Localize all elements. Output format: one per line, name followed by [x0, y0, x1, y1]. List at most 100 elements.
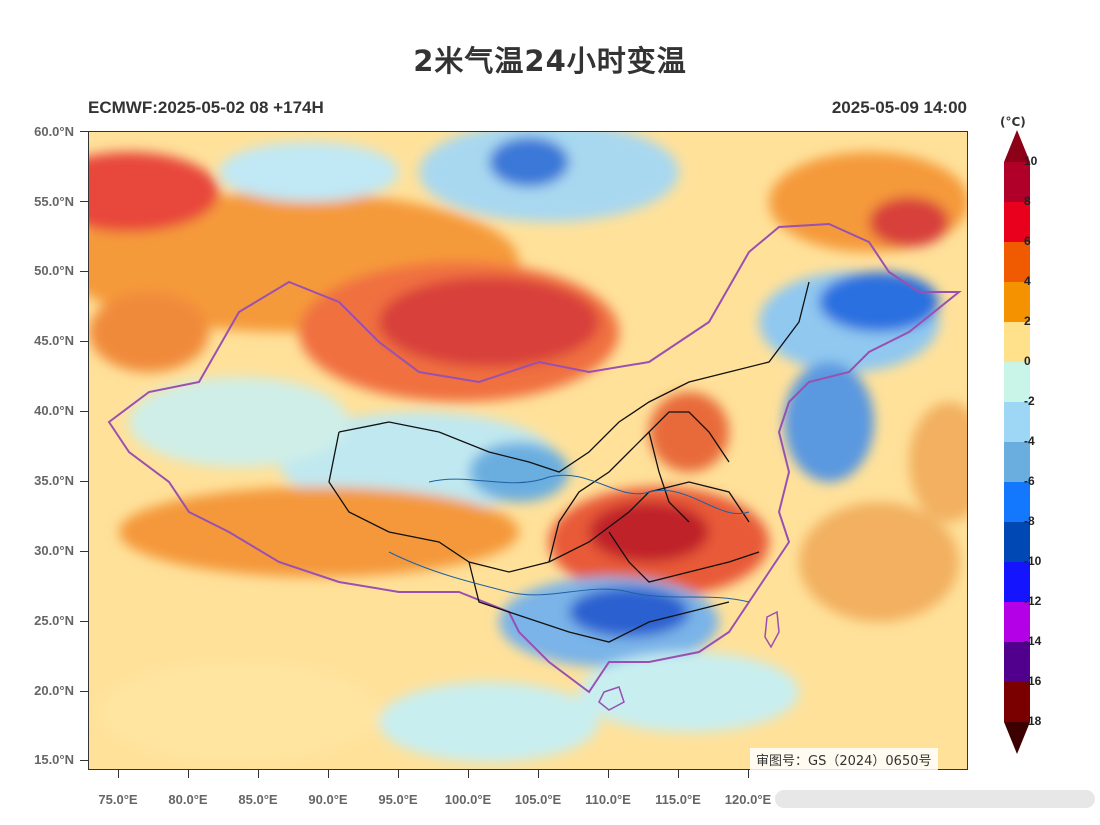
lon-tick — [468, 770, 469, 778]
hainan-outline — [598, 686, 625, 711]
lat-label-60: 60.0°N — [34, 124, 74, 139]
lat-label-30: 30.0°N — [34, 543, 74, 558]
colorbar-tick-label: -4 — [1024, 434, 1035, 448]
lon-label-90: 90.0°E — [308, 792, 348, 807]
colorbar-bottom-cap — [1004, 722, 1030, 754]
warm-region — [799, 502, 959, 622]
colorbar-segment — [1004, 522, 1030, 562]
cool-region — [379, 682, 599, 762]
lon-tick — [258, 770, 259, 778]
map-review-number: 审图号：GS（2024）0650号 — [750, 748, 938, 771]
lat-label-25: 25.0°N — [34, 613, 74, 628]
lat-label-15: 15.0°N — [34, 752, 74, 767]
warm-region — [909, 402, 967, 522]
cool-region — [469, 442, 569, 502]
lat-label-50: 50.0°N — [34, 263, 74, 278]
lat-tick — [80, 341, 88, 342]
lon-tick — [608, 770, 609, 778]
lon-label-110: 110.0°E — [585, 792, 631, 807]
province-borders — [328, 281, 810, 643]
colorbar-segment — [1004, 642, 1030, 682]
lon-tick — [678, 770, 679, 778]
cool-region — [579, 652, 799, 732]
lat-tick — [80, 760, 88, 761]
temperature-change-map — [88, 131, 968, 770]
warm-region — [119, 487, 519, 577]
colorbar-tick-label: -6 — [1024, 474, 1035, 488]
model-run-label: ECMWF:2025-05-02 08 +174H — [88, 98, 324, 117]
colorbar-segment — [1004, 322, 1030, 362]
colorbar-tick-label: -12 — [1024, 594, 1042, 608]
colorbar-segment — [1004, 442, 1030, 482]
cold-core — [819, 272, 939, 332]
lat-tick — [80, 621, 88, 622]
lon-label-85: 85.0°E — [238, 792, 278, 807]
colorbar-segment — [1004, 162, 1030, 202]
lat-tick — [80, 691, 88, 692]
colorbar-tick-label: 10 — [1024, 154, 1038, 168]
colorbar-tick-label: -16 — [1024, 674, 1042, 688]
cool-region — [129, 377, 349, 467]
colorbar-segment — [1004, 282, 1030, 322]
lat-label-20: 20.0°N — [34, 683, 74, 698]
colorbar-tick-label: 6 — [1024, 234, 1031, 248]
hot-core — [589, 502, 709, 562]
taiwan-outline — [764, 610, 780, 649]
lat-tick — [80, 201, 88, 202]
colorbar — [1004, 130, 1030, 754]
warm-region — [89, 152, 219, 232]
lon-label-100: 100.0°E — [444, 792, 492, 807]
colorbar-segment — [1004, 242, 1030, 282]
colorbar-segment — [1004, 362, 1030, 402]
lat-tick — [80, 481, 88, 482]
lat-tick — [80, 271, 88, 272]
lat-label-35: 35.0°N — [34, 473, 74, 488]
colorbar-segment — [1004, 562, 1030, 602]
colorbar-tick-label: -14 — [1024, 634, 1042, 648]
valid-time-label: 2025-05-09 14:00 — [831, 98, 967, 117]
colorbar-tick-label: 8 — [1024, 194, 1031, 208]
lon-tick — [328, 770, 329, 778]
lon-tick — [398, 770, 399, 778]
lat-tick — [80, 411, 88, 412]
lon-tick — [538, 770, 539, 778]
cool-region — [219, 142, 399, 202]
colorbar-tick-label: 0 — [1024, 354, 1031, 368]
lat-label-40: 40.0°N — [34, 403, 74, 418]
river-lines — [388, 474, 750, 603]
colorbar-unit: (°C) — [1000, 115, 1026, 129]
lon-label-80: 80.0°E — [168, 792, 208, 807]
colorbar-segment — [1004, 482, 1030, 522]
colorbar-segment — [1004, 602, 1030, 642]
cold-core — [489, 137, 569, 187]
watermark — [775, 790, 1095, 808]
warm-region — [89, 292, 209, 372]
neutral-region — [99, 662, 379, 762]
hot-core — [379, 277, 599, 367]
cold-core — [569, 587, 689, 637]
colorbar-segment — [1004, 202, 1030, 242]
lat-tick — [80, 131, 88, 132]
lat-label-45: 45.0°N — [34, 333, 74, 348]
lon-label-115: 115.0°E — [655, 792, 701, 807]
cold-core — [784, 362, 874, 482]
colorbar-tick-label: -10 — [1024, 554, 1042, 568]
lat-tick — [80, 551, 88, 552]
colorbar-tick-label: -18 — [1024, 714, 1042, 728]
lon-tick — [188, 770, 189, 778]
hot-core — [869, 197, 949, 247]
colorbar-tick-label: 2 — [1024, 314, 1031, 328]
colorbar-tick-label: -8 — [1024, 514, 1035, 528]
lon-tick — [748, 770, 749, 778]
colorbar-segment — [1004, 682, 1030, 722]
temperature-field — [89, 132, 967, 769]
warm-region — [649, 392, 729, 472]
map-title: 2米气温24小时变温 — [413, 44, 687, 78]
lon-label-105: 105.0°E — [514, 792, 562, 807]
lon-tick — [118, 770, 119, 778]
lon-label-75: 75.0°E — [98, 792, 138, 807]
colorbar-tick-label: -2 — [1024, 394, 1035, 408]
national-border — [107, 222, 962, 694]
colorbar-tick-label: 4 — [1024, 274, 1031, 288]
colorbar-segment — [1004, 402, 1030, 442]
